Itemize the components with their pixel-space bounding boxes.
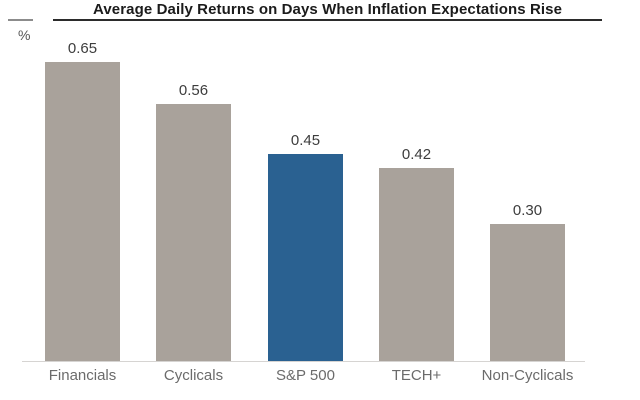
bar-s-p-500	[268, 154, 343, 362]
y-axis-top-tick	[8, 19, 33, 21]
x-axis-label: Cyclicals	[163, 367, 224, 384]
bar-value-label: 0.45	[290, 132, 321, 149]
bar-tech-	[379, 168, 454, 362]
x-axis-label: Non-Cyclicals	[481, 367, 574, 384]
chart-title: Average Daily Returns on Days When Infla…	[92, 1, 563, 18]
bar-non-cyclicals	[490, 224, 565, 362]
y-axis-unit-label: %	[18, 27, 31, 43]
bar-financials	[45, 62, 120, 362]
title-rule	[53, 19, 602, 21]
bar-cyclicals	[156, 104, 231, 362]
bar-value-label: 0.30	[512, 202, 543, 219]
x-axis-baseline	[22, 361, 585, 362]
bar-value-label: 0.56	[178, 82, 209, 99]
x-axis-label: Financials	[48, 367, 117, 384]
x-axis-label: S&P 500	[276, 367, 335, 384]
bar-value-label: 0.42	[401, 146, 432, 163]
x-axis-label: TECH+	[391, 367, 442, 384]
bar-value-label: 0.65	[67, 40, 98, 57]
